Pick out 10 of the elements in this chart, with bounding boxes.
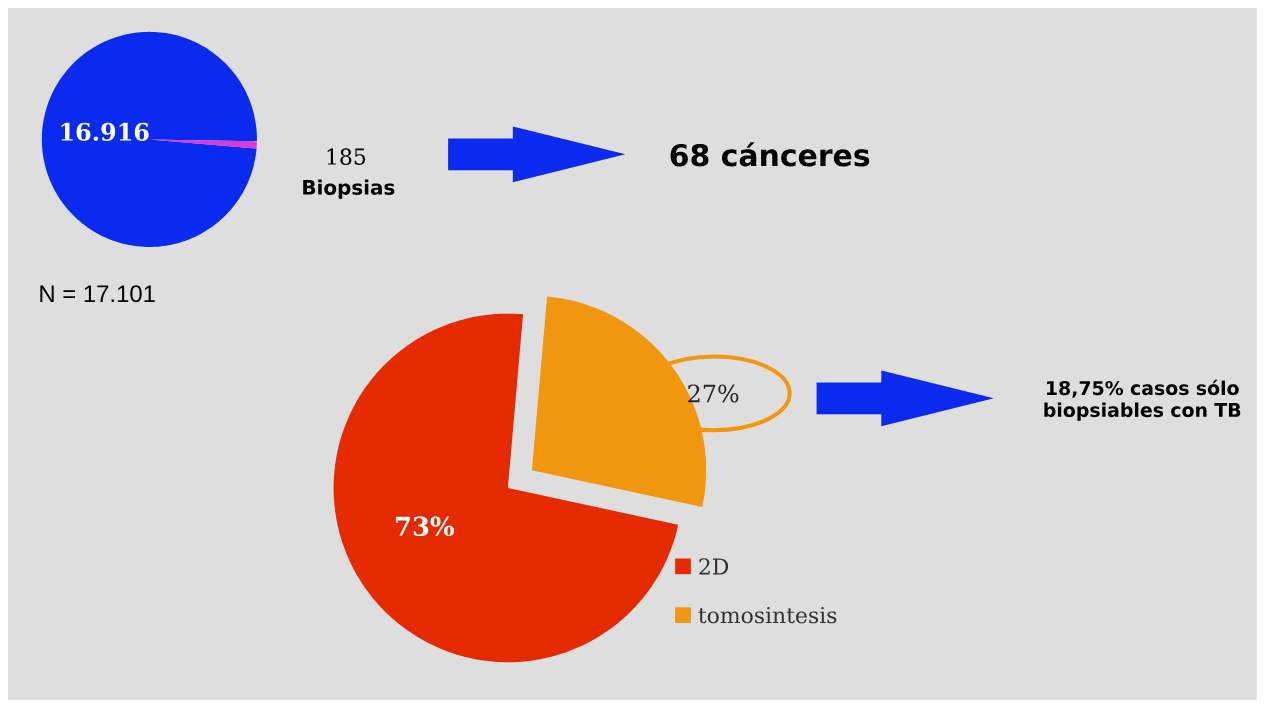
text: 18,75% casos sólo biopsiables con TB (1044, 379, 1241, 421)
legend-label: tomosintesis (698, 606, 837, 624)
text: 68 cánceres (670, 142, 870, 167)
legend-label: 2D (699, 558, 729, 575)
data-label: 27% (688, 384, 739, 403)
data-label: 16.916 (61, 122, 149, 141)
text: N = 17.101 (40, 285, 155, 303)
slice-label: Biopsias (303, 179, 395, 199)
data-label: 185 (327, 148, 366, 165)
data-label: 73% (395, 516, 454, 537)
